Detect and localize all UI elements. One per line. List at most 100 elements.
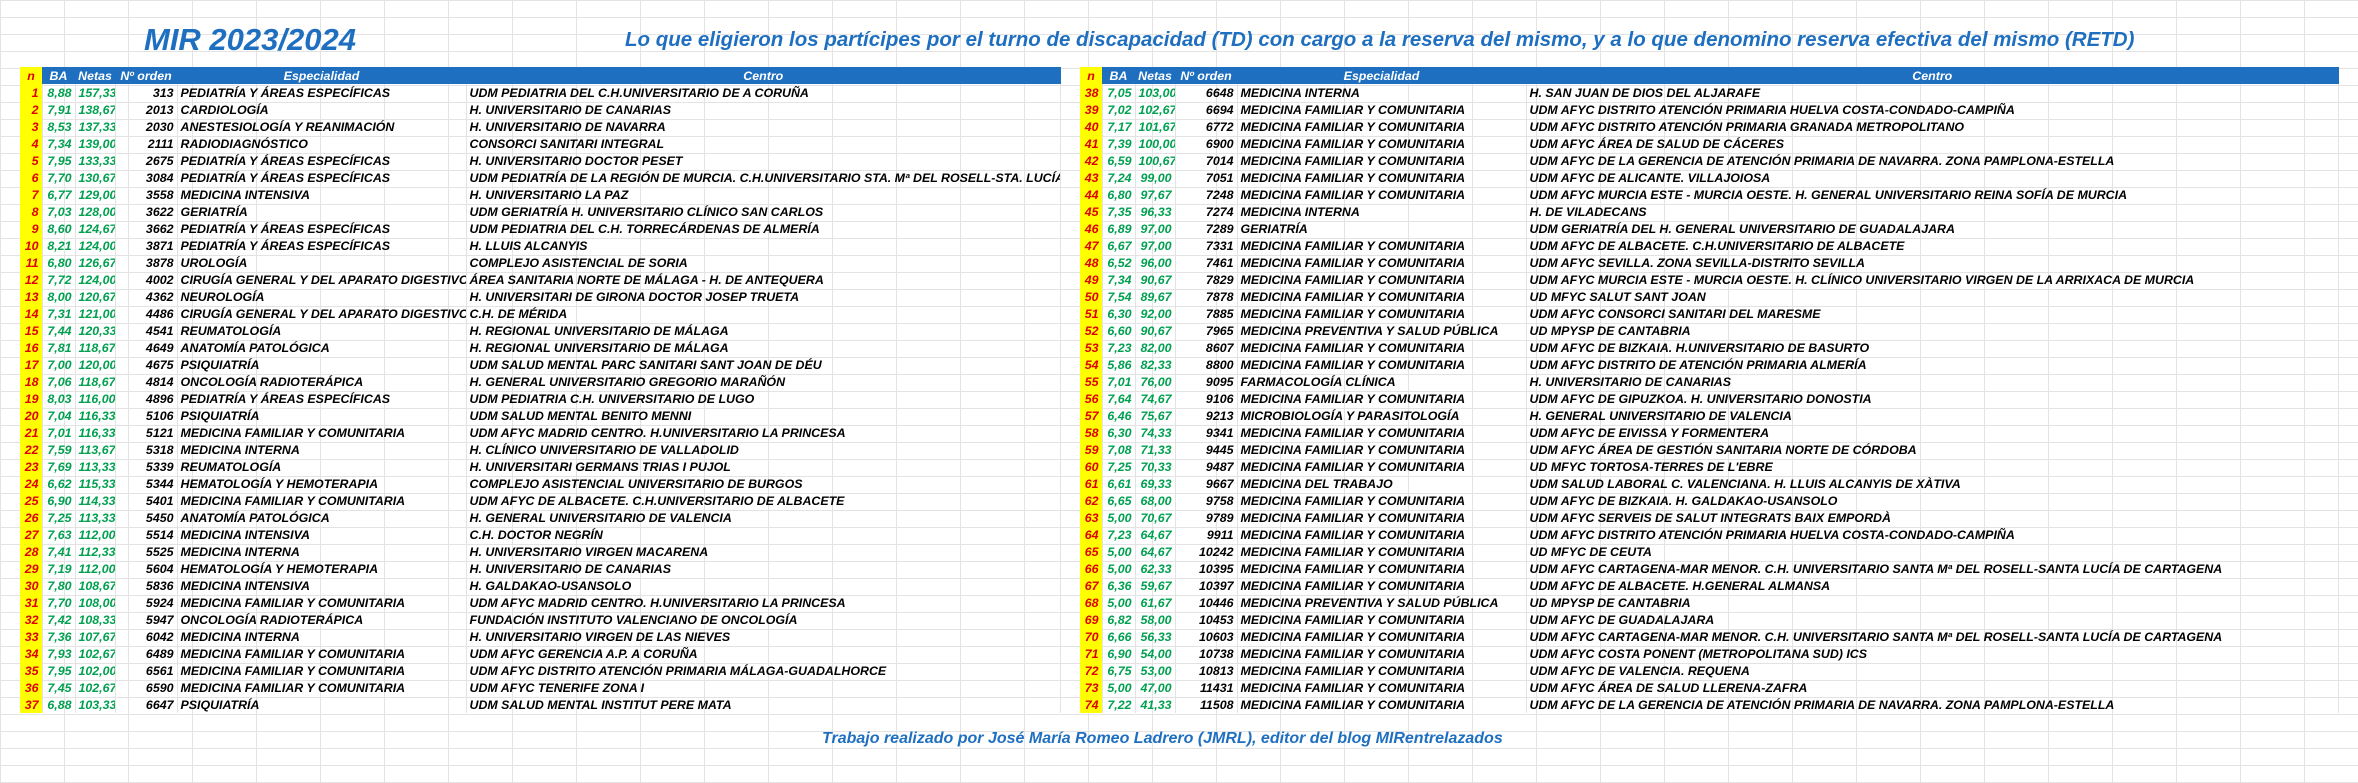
- cell-especialidad: ONCOLOGÍA RADIOTERÁPICA: [177, 373, 467, 390]
- cell-ba: 7,63: [42, 526, 76, 543]
- table-row: 12 7,72 124,00 4002 CIRUGÍA GENERAL Y DEL AP…: [20, 271, 1061, 288]
- cell-ba: 6,61: [1102, 475, 1136, 492]
- cell-ba: 7,25: [42, 509, 76, 526]
- table-row: 17 7,00 120,00 4675 PSIQUIATRÍA UDM SALUD MEN…: [20, 356, 1061, 373]
- cell-netas: 103,00: [1135, 84, 1176, 101]
- table-row: 52 6,60 90,67 7965 MEDICINA PREVENTIVA Y SAL…: [1080, 322, 2339, 339]
- cell-especialidad: CIRUGÍA GENERAL Y DEL APARATO DIGESTIVO: [177, 305, 467, 322]
- cell-netas: 89,67: [1135, 288, 1176, 305]
- cell-orden: 3878: [115, 254, 178, 271]
- cell-netas: 118,67: [75, 373, 116, 390]
- cell-netas: 130,67: [75, 169, 116, 186]
- cell-n: 19: [20, 390, 43, 407]
- table-row: 67 6,36 59,67 10397 MEDICINA FAMILIAR Y COMU…: [1080, 577, 2339, 594]
- footer-credit: Trabajo realizado por José María Romeo L…: [822, 730, 1503, 747]
- table-row: 56 7,64 74,67 9106 MEDICINA FAMILIAR Y COMUN…: [1080, 390, 2339, 407]
- cell-n: 57: [1080, 407, 1103, 424]
- cell-especialidad: MEDICINA FAMILIAR Y COMUNITARIA: [177, 662, 467, 679]
- cell-netas: 120,00: [75, 356, 116, 373]
- cell-netas: 116,33: [75, 424, 116, 441]
- table-row: 57 6,46 75,67 9213 MICROBIOLOGÍA Y PARASITOL…: [1080, 407, 2339, 424]
- cell-especialidad: MEDICINA FAMILIAR Y COMUNITARIA: [177, 424, 467, 441]
- cell-especialidad: MEDICINA FAMILIAR Y COMUNITARIA: [1237, 560, 1527, 577]
- cell-centro: H. UNIVERSITARIO DE CANARIAS: [1526, 373, 2339, 390]
- cell-especialidad: MEDICINA FAMILIAR Y COMUNITARIA: [1237, 390, 1527, 407]
- cell-orden: 7829: [1175, 271, 1238, 288]
- table-row: 11 6,80 126,67 3878 UROLOGÍA COMPLEJO ASISTEN…: [20, 254, 1061, 271]
- cell-ba: 7,06: [42, 373, 76, 390]
- cell-centro: UDM PEDIATRIA DEL C.H.UNIVERSITARIO DE A…: [466, 84, 1061, 101]
- cell-orden: 5604: [115, 560, 178, 577]
- cell-centro: UD MPYSP DE CANTABRIA: [1526, 594, 2339, 611]
- cell-netas: 112,00: [75, 526, 116, 543]
- cell-netas: 96,33: [1135, 203, 1176, 220]
- table-row: 51 6,30 92,00 7885 MEDICINA FAMILIAR Y COMUN…: [1080, 305, 2339, 322]
- column-header-centro: Centro: [466, 67, 1061, 84]
- cell-netas: 97,00: [1135, 237, 1176, 254]
- cell-netas: 47,00: [1135, 679, 1176, 696]
- cell-especialidad: HEMATOLOGÍA Y HEMOTERAPIA: [177, 560, 467, 577]
- cell-centro: H. UNIVERSITARIO LA PAZ: [466, 186, 1061, 203]
- table-row: 34 7,93 102,67 6489 MEDICINA FAMILIAR Y COMU…: [20, 645, 1061, 662]
- cell-netas: 59,67: [1135, 577, 1176, 594]
- cell-netas: 41,33: [1135, 696, 1176, 713]
- cell-netas: 75,67: [1135, 407, 1176, 424]
- cell-centro: UDM AFYC DE GUADALAJARA: [1526, 611, 2339, 628]
- cell-especialidad: PEDIATRÍA Y ÁREAS ESPECÍFICAS: [177, 390, 467, 407]
- table-row: 28 7,41 112,33 5525 MEDICINA INTERNA H. UNIVE…: [20, 543, 1061, 560]
- cell-n: 72: [1080, 662, 1103, 679]
- cell-especialidad: MEDICINA FAMILIAR Y COMUNITARIA: [1237, 441, 1527, 458]
- table-row: 27 7,63 112,00 5514 MEDICINA INTENSIVA C.H. D…: [20, 526, 1061, 543]
- cell-centro: H. GENERAL UNIVERSITARIO DE VALENCIA: [466, 509, 1061, 526]
- cell-centro: H. UNIVERSITARIO VIRGEN MACARENA: [466, 543, 1061, 560]
- cell-especialidad: ONCOLOGÍA RADIOTERÁPICA: [177, 611, 467, 628]
- cell-n: 71: [1080, 645, 1103, 662]
- cell-especialidad: NEUROLOGÍA: [177, 288, 467, 305]
- table-row: 22 7,59 113,67 5318 MEDICINA INTERNA H. CLÍNI…: [20, 441, 1061, 458]
- cell-centro: FUNDACIÓN INSTITUTO VALENCIANO DE ONCOLO…: [466, 611, 1061, 628]
- table-row: 4 7,34 139,00 2111 RADIODIAGNÓSTICO CONSORCI …: [20, 135, 1061, 152]
- cell-netas: 124,00: [75, 271, 116, 288]
- cell-orden: 9911: [1175, 526, 1238, 543]
- cell-orden: 8607: [1175, 339, 1238, 356]
- table-row: 23 7,69 113,33 5339 REUMATOLOGÍA H. UNIVERSIT…: [20, 458, 1061, 475]
- cell-centro: UDM AFYC ÁREA DE SALUD DE CÁCERES: [1526, 135, 2339, 152]
- cell-especialidad: GERIATRÍA: [1237, 220, 1527, 237]
- column-header-netas: Netas: [75, 67, 115, 84]
- cell-especialidad: MEDICINA INTERNA: [1237, 84, 1527, 101]
- column-header-n: n: [1080, 67, 1102, 84]
- cell-especialidad: MEDICINA INTERNA: [177, 628, 467, 645]
- cell-orden: 10813: [1175, 662, 1238, 679]
- cell-centro: H. UNIVERSITARIO DE CANARIAS: [466, 560, 1061, 577]
- cell-n: 56: [1080, 390, 1103, 407]
- cell-n: 39: [1080, 101, 1103, 118]
- table-row: 26 7,25 113,33 5450 ANATOMÍA PATOLÓGICA H. GE…: [20, 509, 1061, 526]
- cell-centro: UDM PEDIATRÍA DE LA REGIÓN DE MURCIA. C.…: [466, 169, 1061, 186]
- cell-especialidad: MEDICINA INTENSIVA: [177, 577, 467, 594]
- cell-orden: 5947: [115, 611, 178, 628]
- cell-n: 52: [1080, 322, 1103, 339]
- cell-centro: UDM GERIATRÍA DEL H. GENERAL UNIVERSITAR…: [1526, 220, 2339, 237]
- cell-ba: 6,62: [42, 475, 76, 492]
- cell-n: 12: [20, 271, 43, 288]
- cell-centro: H. UNIVERSITARIO DOCTOR PESET: [466, 152, 1061, 169]
- cell-especialidad: MEDICINA DEL TRABAJO: [1237, 475, 1527, 492]
- cell-netas: 82,00: [1135, 339, 1176, 356]
- table-row: 1 8,88 157,33 313 PEDIATRÍA Y ÁREAS ESPECÍFI…: [20, 84, 1061, 101]
- table-row: 7 6,77 129,00 3558 MEDICINA INTENSIVA H. UNIV…: [20, 186, 1061, 203]
- cell-netas: 116,00: [75, 390, 116, 407]
- cell-netas: 82,33: [1135, 356, 1176, 373]
- cell-centro: CONSORCI SANITARI INTEGRAL: [466, 135, 1061, 152]
- cell-especialidad: MEDICINA FAMILIAR Y COMUNITARIA: [177, 492, 467, 509]
- cell-ba: 7,42: [42, 611, 76, 628]
- cell-orden: 9095: [1175, 373, 1238, 390]
- cell-ba: 7,02: [1102, 101, 1136, 118]
- cell-centro: UDM AFYC DE ALBACETE. H.GENERAL ALMANSA: [1526, 577, 2339, 594]
- cell-ba: 7,01: [1102, 373, 1136, 390]
- table-row: 30 7,80 108,67 5836 MEDICINA INTENSIVA H. GAL…: [20, 577, 1061, 594]
- cell-ba: 7,35: [1102, 203, 1136, 220]
- cell-especialidad: MEDICINA FAMILIAR Y COMUNITARIA: [1237, 526, 1527, 543]
- cell-orden: 10395: [1175, 560, 1238, 577]
- cell-especialidad: MEDICINA FAMILIAR Y COMUNITARIA: [1237, 662, 1527, 679]
- cell-especialidad: MEDICINA PREVENTIVA Y SALUD PÚBLICA: [1237, 594, 1527, 611]
